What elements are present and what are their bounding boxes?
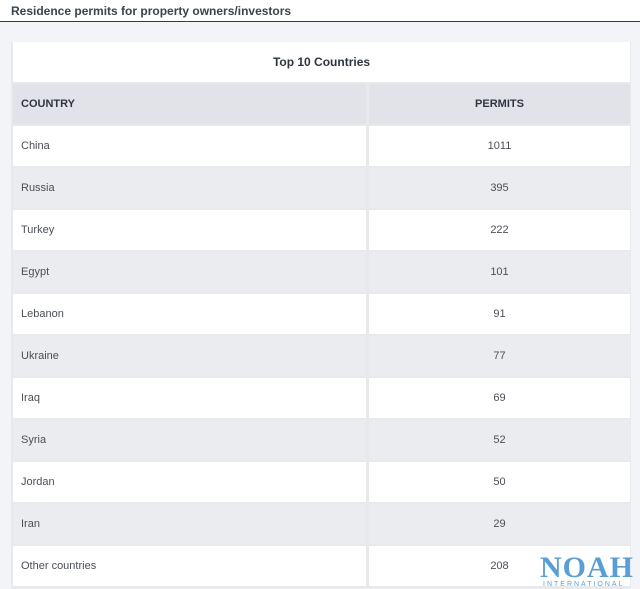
- table-row: Russia 395: [13, 168, 630, 208]
- table-row: Ukraine 77: [13, 336, 630, 376]
- table-caption: Top 10 Countries: [13, 42, 630, 82]
- permits-cell: 50: [369, 462, 630, 502]
- country-cell: Jordan: [13, 462, 366, 502]
- column-header-country: COUNTRY: [13, 84, 366, 124]
- table-header-row: COUNTRY PERMITS: [13, 84, 630, 124]
- country-cell: Russia: [13, 168, 366, 208]
- noah-international-logo: NOAH INTERNATIONAL: [540, 553, 640, 589]
- permits-cell: 69: [369, 378, 630, 418]
- country-cell: Iraq: [13, 378, 366, 418]
- permits-cell: 77: [369, 336, 630, 376]
- logo-subtitle: INTERNATIONAL: [543, 581, 625, 588]
- country-cell: Syria: [13, 420, 366, 460]
- permits-cell: 208: [369, 546, 630, 586]
- table-row: Iraq 69: [13, 378, 630, 418]
- table-row: Turkey 222: [13, 210, 630, 250]
- country-cell: China: [13, 126, 366, 166]
- country-cell: Iran: [13, 504, 366, 544]
- country-cell: Lebanon: [13, 294, 366, 334]
- permits-cell: 222: [369, 210, 630, 250]
- permits-cell: 101: [369, 252, 630, 292]
- permits-cell: 91: [369, 294, 630, 334]
- country-cell: Ukraine: [13, 336, 366, 376]
- table-row: Lebanon 91: [13, 294, 630, 334]
- column-header-permits: PERMITS: [369, 84, 630, 124]
- table-row: Egypt 101: [13, 252, 630, 292]
- country-cell: Egypt: [13, 252, 366, 292]
- country-cell: Turkey: [13, 210, 366, 250]
- permits-cell: 52: [369, 420, 630, 460]
- table-row: Jordan 50: [13, 462, 630, 502]
- logo-wordmark: NOAH: [540, 551, 634, 584]
- permits-table-panel: Top 10 Countries COUNTRY PERMITS China 10…: [11, 42, 631, 589]
- permits-cell: 29: [369, 504, 630, 544]
- page-header: Residence permits for property owners/in…: [0, 0, 640, 22]
- table-row: Syria 52: [13, 420, 630, 460]
- table-row: Other countries 208: [13, 546, 630, 586]
- permits-cell: 395: [369, 168, 630, 208]
- country-cell: Other countries: [13, 546, 366, 586]
- page-title: Residence permits for property owners/in…: [11, 4, 292, 18]
- table-row: China 1011: [13, 126, 630, 166]
- table-row: Iran 29: [13, 504, 630, 544]
- permits-cell: 1011: [369, 126, 630, 166]
